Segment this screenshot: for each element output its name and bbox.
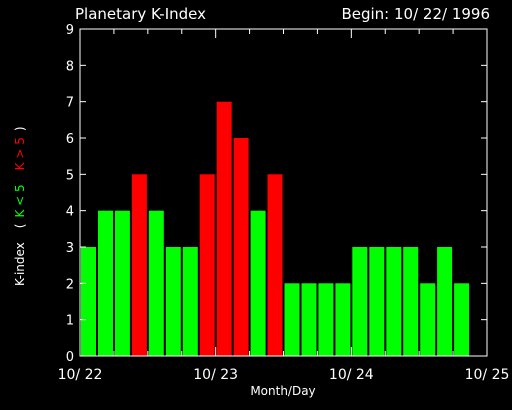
bar-14 [318,283,334,356]
bars-group [81,101,470,356]
x-tick-label-2: 10/ 24 [329,367,374,383]
bar-6 [182,247,198,356]
y-tick-label-9: 9 [66,23,74,38]
bar-21 [437,247,453,356]
y-tick-label-4: 4 [66,205,74,220]
bar-22 [454,283,470,356]
chart-title: Planetary K-Index [75,5,206,23]
begin-date-label: Begin: 10/ 22/ 1996 [341,5,490,23]
y-tick-label-3: 3 [66,241,74,256]
bar-3 [131,174,147,356]
bar-7 [199,174,215,356]
bar-10 [250,210,266,356]
bar-5 [165,247,181,356]
bar-18 [386,247,402,356]
bar-8 [216,101,232,356]
bar-4 [148,210,164,356]
bar-9 [233,138,249,356]
bar-0 [81,247,96,356]
x-axis-label: Month/Day [250,384,315,398]
bar-2 [114,210,130,356]
y-axis-label-green: K < 5 [13,184,27,217]
bar-15 [335,283,351,356]
y-tick-label-6: 6 [66,132,74,147]
bar-17 [369,247,385,356]
bar-1 [98,210,113,356]
y-tick-label-8: 8 [66,59,74,74]
y-tick-label-1: 1 [66,314,74,329]
x-tick-label-0: 10/ 22 [58,367,103,383]
y-tick-label-5: 5 [66,168,74,183]
y-axis-label-prefix: K-index [13,242,27,286]
bar-13 [301,283,317,356]
x-tick-label-3: 10/ 25 [465,367,510,383]
ticks-group: 0 1 2 3 4 5 6 7 8 9 10/ 22 10/ 23 10/ 24 10/ 25 [58,23,510,383]
y-axis-label-close-paren: ) [13,126,27,131]
y-axis-label-red: K > 5 [13,137,27,170]
bar-19 [403,247,419,356]
bar-16 [352,247,368,356]
y-axis-label-open-paren: ( [13,224,27,229]
y-tick-label-0: 0 [66,350,74,365]
y-axis-label: K-index ( K < 5 K > 5) [13,126,27,286]
y-tick-label-7: 7 [66,96,74,111]
bar-11 [267,174,283,356]
bar-20 [420,283,436,356]
y-tick-label-2: 2 [66,277,74,292]
bar-12 [284,283,300,356]
x-tick-label-1: 10/ 23 [193,367,238,383]
